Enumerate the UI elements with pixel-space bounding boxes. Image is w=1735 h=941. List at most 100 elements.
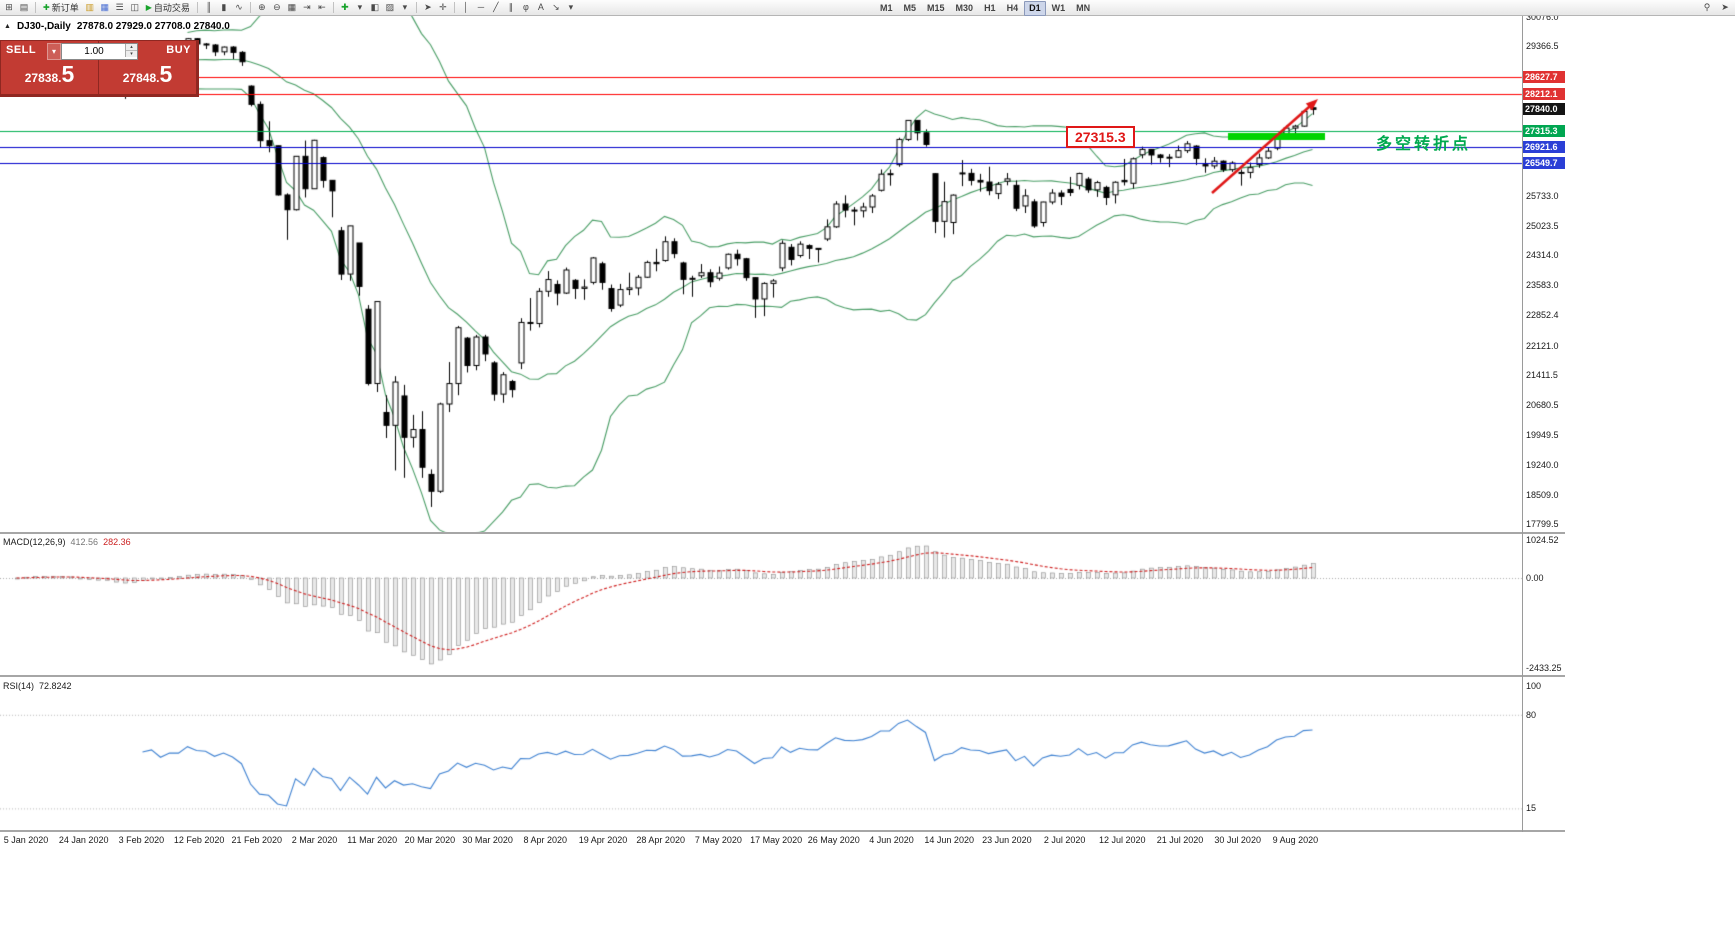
timeframe-toolbar: M1 M5 M15 M30 H1 H4 D1 W1 MN [875,1,1095,16]
symbol-period-title: DJ30-,Daily [16,21,71,32]
date-axis-label: 19 Apr 2020 [578,835,628,845]
price-scale-label: 21411.5 [1526,369,1558,380]
toolbar-separator [35,2,36,13]
cursor-icon[interactable]: ➤ [424,2,432,12]
lot-size-field: ▴ ▾ [61,43,138,60]
timeframe-m1-button[interactable]: M1 [880,3,893,13]
sell-label: SELL [6,44,37,56]
turning-point-label[interactable]: 多空转折点 [1376,136,1472,153]
price-tag-27840.0: 27840.0 [1523,103,1565,116]
timeframe-mn-button[interactable]: MN [1076,3,1091,13]
date-axis-label: 23 Jun 2020 [982,835,1032,845]
new-order-button[interactable]: ✚ 新订单 [40,1,82,14]
zoom-in-icon[interactable]: ⊕ [258,2,266,12]
arrows-dropdown-icon[interactable]: ▾ [568,2,574,12]
periods-icon[interactable]: ◧ [370,2,380,12]
date-axis-label: 30 Jul 2020 [1214,835,1261,845]
templates-icon[interactable]: ▨ [385,2,395,12]
text-label-icon[interactable]: A [537,2,544,12]
arrows-icon[interactable]: ↘ [552,2,560,12]
price-scale-label: 22852.4 [1526,310,1559,321]
zoom-out-icon[interactable]: ⊖ [273,2,281,12]
price-scale-label: 20680.5 [1526,400,1559,411]
collapse-one-click-icon[interactable]: ▲ [4,23,11,30]
date-axis-label: 21 Feb 2020 [231,835,283,845]
price-scale-label: 25023.5 [1526,220,1559,231]
price-scale-label: 29366.5 [1526,41,1559,52]
profiles-icon[interactable]: ▤ [19,2,29,12]
price-scale-label: 18509.0 [1526,489,1559,500]
panel-splitter-macd[interactable] [0,532,1565,534]
price-scale-label: 19949.5 [1526,430,1559,441]
date-axis-label: 4 Jun 2020 [869,835,914,845]
macd-name: MACD(12,26,9) [3,537,66,547]
indicators-icon[interactable]: ✚ [341,2,349,12]
price-scale-label: 17799.5 [1526,519,1559,529]
price-tag-27315.3: 27315.3 [1523,125,1565,137]
timeframe-d1-button[interactable]: D1 [1024,1,1046,16]
timeframe-m30-button[interactable]: M30 [955,3,974,13]
vertical-line-icon[interactable]: │ [463,2,469,12]
new-chart-icon[interactable]: ⊞ [5,2,13,12]
candlestick-chart-icon[interactable]: ▮ [221,2,227,12]
rsi-name: RSI(14) [3,681,35,691]
macd-main-value: 412.56 [70,537,99,547]
date-axis-label: 14 Jun 2020 [924,835,974,845]
panel-splitter-axis[interactable] [0,830,1565,832]
autotrade-button[interactable]: ▶ 自动交易 [143,1,193,14]
date-axis-label: 20 Mar 2020 [404,835,456,845]
chart-header: ▲ DJ30-,Daily 27878.0 27929.0 27708.0 27… [4,21,230,32]
auto-scroll-icon[interactable]: ⇥ [303,2,311,12]
terminal-icon[interactable]: ◫ [130,2,139,12]
macd-panel-title: MACD(12,26,9) 412.56 282.36 [3,537,131,547]
new-order-button-label: 新订单 [51,3,79,13]
one-click-trading-panel: SELL 27838.5 BUY 27848.5 ▾ ▴ ▾ [0,40,199,97]
date-axis-label: 17 May 2020 [750,835,803,845]
chart-shift-icon[interactable]: ⇤ [318,2,326,12]
bar-chart-icon[interactable]: ║ [205,2,213,12]
line-chart-icon[interactable]: ∿ [235,2,243,12]
toolbar-separator [332,2,334,13]
timeframe-w1-button[interactable]: W1 [1051,3,1066,13]
toolbar-separator [415,2,417,13]
fibonacci-icon[interactable]: φ [522,2,529,12]
navigator-icon[interactable]: ☰ [115,2,124,12]
toolbar-separator [453,2,455,13]
channel-icon[interactable]: ∥ [508,2,514,12]
tile-windows-icon[interactable]: ▦ [287,2,297,12]
timeframe-h1-button[interactable]: H1 [984,3,996,13]
market-watch-icon[interactable]: ▥ [85,2,94,12]
crosshair-icon[interactable]: ✛ [439,2,447,12]
trendline-icon[interactable]: ╱ [493,2,499,12]
toolbar: ⊞ ▤ ✚ 新订单 ▥ ▦ ☰ ◫ ▶ 自动交易 ║ ▮ ∿ ⊕ ⊖ ▦ ⇥ ⇤ ✚ ▾ ◧ ▨ ▾ ➤ ✛ │ ─ ╱ ∥ φ A ↘ ▾ M… [0,0,1735,16]
panel-splitter-rsi[interactable] [0,675,1565,677]
timeframe-m5-button[interactable]: M5 [903,3,917,13]
toolbar-right-group: ⚲ ➤ [1700,1,1732,14]
rsi-scale-label: 80 [1526,709,1537,720]
lot-options-dropdown[interactable]: ▾ [47,43,61,60]
sell-button[interactable]: SELL 27838.5 [1,41,98,94]
lot-spinner-up-icon[interactable]: ▴ [126,44,137,51]
macd-scale-label: -2433.25 [1526,663,1562,674]
horizontal-line-icon[interactable]: ─ [477,2,485,12]
rsi-scale-label: 15 [1526,803,1537,814]
buy-price: 27848.5 [122,61,173,87]
timeframe-h4-button[interactable]: H4 [1006,3,1019,13]
lot-spinner-down-icon[interactable]: ▾ [126,51,137,57]
price-tag-28212.1: 28212.1 [1523,87,1565,100]
pointer-tool-icon[interactable]: ➤ [1721,2,1729,12]
price-scale-label: 19240.0 [1526,459,1559,470]
templates-dropdown-icon[interactable]: ▾ [402,2,408,12]
timeframe-m15-button[interactable]: M15 [927,3,945,13]
buy-label: BUY [166,44,191,56]
rsi-scale-label: 100 [1526,681,1542,691]
price-callout[interactable]: 27315.3 [1066,126,1135,148]
date-axis-label: 11 Mar 2020 [347,835,398,845]
date-axis-label: 30 Mar 2020 [462,835,513,845]
lot-size-input[interactable] [62,44,126,59]
search-symbol-icon[interactable]: ⚲ [1703,2,1711,12]
indicators-dropdown-icon[interactable]: ▾ [357,2,363,12]
data-window-icon[interactable]: ▦ [100,2,109,12]
